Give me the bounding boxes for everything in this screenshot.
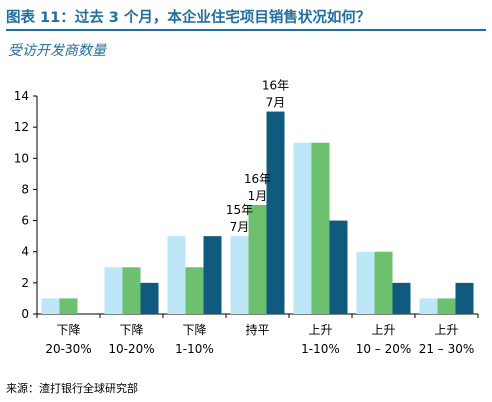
bar	[203, 236, 222, 314]
x-tick-label: 上升	[371, 323, 395, 337]
series-annotation: 16年	[262, 79, 289, 93]
x-tick-label: 下降	[119, 323, 143, 337]
y-tick-label: 10	[14, 151, 29, 165]
x-axis: 下降 20-30% 下降 10-20% 下降 1-10% 持平 上升 1-10% 上升 10 – 2…	[36, 313, 479, 356]
bar	[185, 267, 204, 314]
bar	[374, 251, 393, 314]
x-tick-label: 10-20%	[108, 342, 154, 356]
bar	[419, 298, 438, 314]
series-annotation: 16年	[244, 172, 271, 186]
bar	[455, 282, 474, 314]
bar	[437, 298, 456, 314]
x-tick-label: 下降	[56, 323, 80, 337]
y-tick-label: 2	[21, 276, 29, 290]
x-tick-label: 10 – 20%	[356, 342, 412, 356]
y-tick-label: 0	[21, 307, 29, 321]
source-note: 来源：渣打银行全球研究部	[6, 382, 138, 395]
x-tick-label: 20-30%	[45, 342, 91, 356]
chart-subtitle: 受访开发商数量	[8, 43, 106, 59]
bars	[41, 111, 474, 314]
annotations: 15年 7月 16年 1月 16年 7月	[226, 79, 289, 235]
y-tick-label: 12	[14, 120, 29, 134]
bar	[329, 220, 348, 314]
bar	[248, 205, 267, 314]
series-annotation: 7月	[230, 220, 250, 234]
bar	[140, 282, 159, 314]
bar	[104, 267, 123, 314]
x-tick-label: 1-10%	[301, 342, 340, 356]
y-tick-label: 8	[21, 182, 29, 196]
bar	[59, 298, 78, 314]
bar	[122, 267, 141, 314]
title-divider	[6, 29, 486, 31]
series-annotation: 15年	[226, 203, 253, 217]
bar	[266, 111, 285, 314]
bar	[356, 251, 375, 314]
series-annotation: 7月	[266, 96, 286, 110]
bar	[293, 142, 312, 314]
y-tick-label: 6	[21, 214, 29, 228]
y-axis: 0 2 4 6 8 10 12 14	[14, 89, 38, 321]
series-annotation: 1月	[248, 189, 268, 203]
bar	[392, 282, 411, 314]
x-tick-label: 1-10%	[175, 342, 214, 356]
y-tick-label: 4	[21, 245, 29, 259]
x-tick-label: 下降	[182, 323, 206, 337]
y-tick-label: 14	[14, 89, 29, 103]
bar	[41, 298, 60, 314]
bar	[230, 236, 249, 314]
x-tick-label: 21 – 30%	[419, 342, 475, 356]
x-tick-label: 持平	[245, 322, 269, 337]
bar	[167, 236, 186, 314]
x-tick-label: 上升	[434, 323, 458, 337]
x-tick-label: 上升	[308, 323, 332, 337]
chart-title: 图表 11：过去 3 个月，本企业住宅项目销售状况如何？	[6, 10, 371, 26]
bar	[311, 142, 330, 314]
